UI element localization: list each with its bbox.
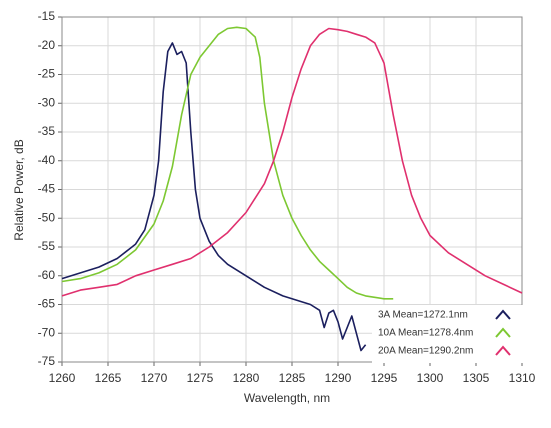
x-tick-label: 1275 bbox=[187, 371, 214, 385]
y-tick-label: -25 bbox=[38, 67, 56, 81]
y-tick-label: -50 bbox=[38, 210, 56, 224]
x-tick-label: 1260 bbox=[49, 371, 76, 385]
y-tick-label: -45 bbox=[38, 182, 56, 196]
series-line bbox=[61, 27, 523, 297]
y-tick-label: -30 bbox=[38, 95, 56, 109]
y-tick-label: -75 bbox=[38, 354, 56, 368]
x-tick-label: 1280 bbox=[233, 371, 260, 385]
legend-swatch bbox=[495, 309, 511, 320]
y-tick-label: -35 bbox=[38, 124, 56, 138]
x-tick-label: 1270 bbox=[141, 371, 168, 385]
legend-swatch bbox=[495, 327, 511, 338]
x-tick-label: 1300 bbox=[417, 371, 444, 385]
legend-label: 3A Mean=1272.1nm bbox=[378, 310, 468, 321]
x-tick-label: 1305 bbox=[463, 371, 490, 385]
legend-swatch bbox=[495, 345, 511, 356]
y-tick-label: -70 bbox=[38, 325, 56, 339]
series-line bbox=[61, 26, 394, 300]
y-tick-label: -65 bbox=[38, 297, 56, 311]
x-tick-label: 1285 bbox=[279, 371, 306, 385]
y-tick-label: -15 bbox=[38, 9, 56, 23]
y-tick-label: -40 bbox=[38, 153, 56, 167]
y-tick-label: -55 bbox=[38, 239, 56, 253]
x-axis-label: Wavelength, nm bbox=[244, 391, 330, 405]
y-axis-label: Relative Power, dB bbox=[12, 139, 26, 240]
x-tick-label: 1310 bbox=[509, 371, 536, 385]
plot-frame bbox=[61, 16, 523, 363]
y-tick-label: -20 bbox=[38, 38, 56, 52]
x-tick-label: 1295 bbox=[371, 371, 398, 385]
legend-label: 20A Mean=1290.2nm bbox=[378, 346, 473, 357]
x-tick-label: 1265 bbox=[95, 371, 122, 385]
x-tick-label: 1290 bbox=[325, 371, 352, 385]
series-line bbox=[61, 42, 367, 352]
legend-label: 10A Mean=1278.4nm bbox=[378, 328, 473, 339]
y-tick-label: -60 bbox=[38, 268, 56, 282]
